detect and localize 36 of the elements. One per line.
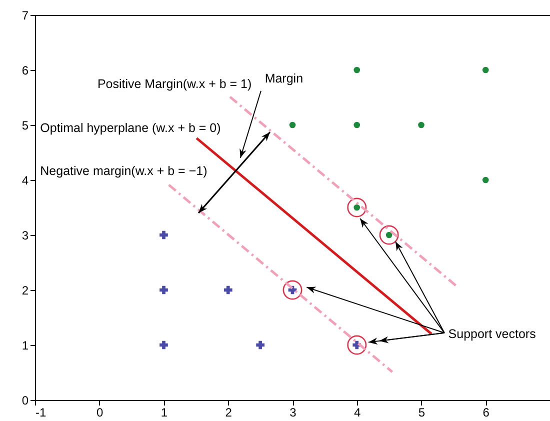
x-tick-label: 3	[290, 406, 297, 420]
y-tick-label: 5	[22, 118, 29, 132]
annotation: Support vectors	[448, 327, 536, 341]
y-tick-label: 4	[22, 174, 29, 188]
annotation: Positive Margin(w.x + b = 1)	[97, 76, 252, 91]
x-tick-label: 1	[160, 406, 168, 420]
y-tick-label: 2	[22, 284, 29, 298]
point	[160, 230, 168, 240]
point	[256, 340, 264, 350]
y-tick-label: 7	[22, 8, 29, 22]
x-tick-label: 0	[96, 406, 104, 420]
annotation: Optimal hyperplane (w.x + b = 0)	[40, 120, 221, 135]
point	[482, 66, 489, 74]
point	[224, 286, 232, 294]
annotation: Margin	[264, 71, 304, 86]
point	[482, 176, 489, 184]
annotation: Negative margin(w.x + b = −1)	[40, 164, 208, 178]
point	[354, 122, 360, 128]
x-tick-label: 4	[354, 406, 362, 420]
point	[418, 122, 424, 128]
point	[289, 122, 296, 128]
x-tick-label: 2	[225, 406, 232, 420]
point	[282, 280, 302, 300]
point	[160, 286, 168, 294]
point	[347, 335, 367, 355]
x-tick-label: 6	[482, 406, 490, 420]
x-tick-label: 5	[418, 406, 426, 420]
y-tick-label: 0	[22, 394, 29, 408]
y-tick-label: 3	[22, 228, 29, 242]
x-tick-label: -1	[36, 406, 46, 420]
y-tick-label: 1	[22, 338, 29, 352]
point	[379, 225, 399, 245]
point	[354, 66, 360, 74]
y-tick-label: 6	[22, 64, 29, 78]
point	[160, 340, 168, 350]
point	[347, 198, 367, 218]
